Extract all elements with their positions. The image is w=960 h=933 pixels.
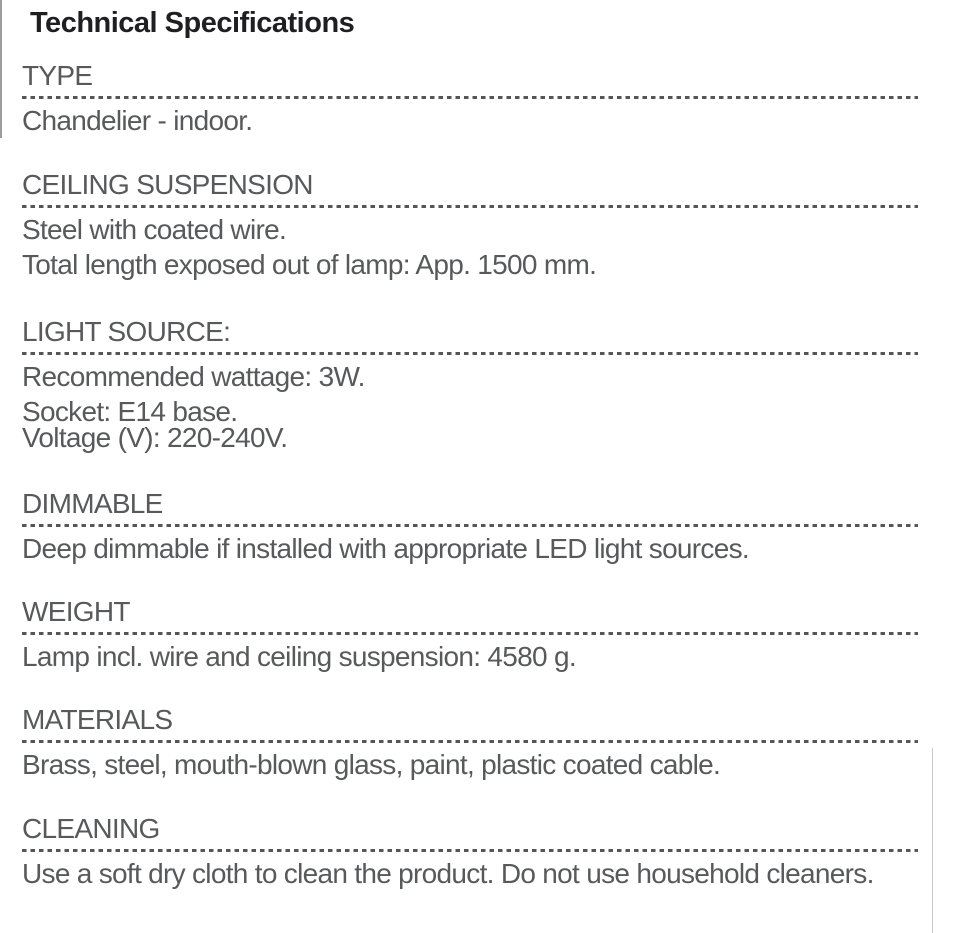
spec-section-cleaning: CLEANING Use a soft dry cloth to clean t… xyxy=(22,814,940,889)
section-heading: LIGHT SOURCE: xyxy=(22,316,231,347)
spec-line: Lamp incl. wire and ceiling suspension: … xyxy=(22,641,577,672)
spec-line: Total length exposed out of lamp: App. 1… xyxy=(22,249,597,280)
dashed-divider xyxy=(22,352,918,355)
dashed-divider xyxy=(22,524,918,527)
spec-section-weight: WEIGHT Lamp incl. wire and ceiling suspe… xyxy=(22,597,940,672)
dashed-divider xyxy=(22,632,918,635)
spec-section-materials: MATERIALS Brass, steel, mouth-blown glas… xyxy=(22,705,940,780)
dashed-divider xyxy=(22,205,918,208)
spec-line: Steel with coated wire. xyxy=(22,214,287,245)
section-heading: TYPE xyxy=(22,60,93,91)
section-heading: CEILING SUSPENSION xyxy=(22,169,314,200)
spec-section-type: TYPE Chandelier - indoor. xyxy=(22,61,940,136)
spec-line: Chandelier - indoor. xyxy=(22,105,253,136)
spec-line: Recommended wattage: 3W. xyxy=(22,361,365,392)
spec-line: Deep dimmable if installed with appropri… xyxy=(22,533,750,564)
page-edge-left xyxy=(0,0,2,138)
page-edge-right xyxy=(932,748,933,933)
spec-sheet: Technical Specifications TYPE Chandelier… xyxy=(22,7,940,889)
section-heading: CLEANING xyxy=(22,813,160,844)
spec-section-light-source: LIGHT SOURCE: Recommended wattage: 3W. S… xyxy=(22,317,940,453)
spec-line: Brass, steel, mouth-blown glass, paint, … xyxy=(22,749,721,780)
spec-line: Socket: E14 base. xyxy=(22,396,238,427)
section-heading: WEIGHT xyxy=(22,596,130,627)
dashed-divider xyxy=(22,849,918,852)
spec-line: Use a soft dry cloth to clean the produc… xyxy=(22,858,874,889)
section-heading: DIMMABLE xyxy=(22,488,163,519)
dashed-divider xyxy=(22,740,918,743)
spec-section-ceiling-suspension: CEILING SUSPENSION Steel with coated wir… xyxy=(22,170,940,280)
spec-section-dimmable: DIMMABLE Deep dimmable if installed with… xyxy=(22,489,940,564)
spec-line: Voltage (V): 220-240V. xyxy=(22,422,288,453)
section-heading: MATERIALS xyxy=(22,704,173,735)
dashed-divider xyxy=(22,96,918,99)
page-title: Technical Specifications xyxy=(30,7,355,39)
